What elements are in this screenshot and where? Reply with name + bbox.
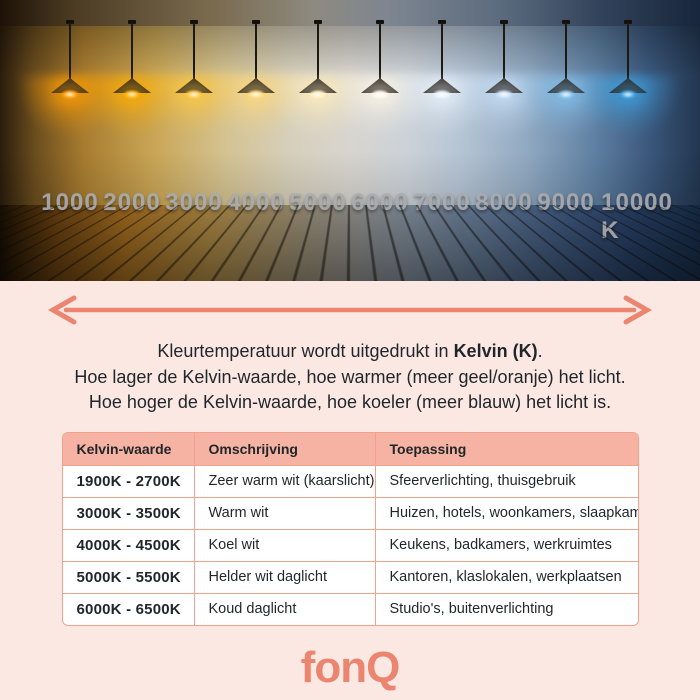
lamps-photo: 1000200030004000500060007000800090001000… [0, 0, 700, 281]
info-section: Kleurtemperatuur wordt uitgedrukt in Kel… [0, 281, 700, 700]
lamp-mount [190, 20, 198, 24]
description-cell: Warm wit [193, 497, 375, 529]
lamp-shade-icon [547, 78, 585, 93]
lamp-mount [624, 20, 632, 24]
intro-line-2: Hoe lager de Kelvin-waarde, hoe warmer (… [74, 366, 626, 387]
lamp-bulb [245, 89, 267, 100]
lamp-shade-icon [299, 78, 337, 93]
application-cell: Sfeerverlichting, thuisgebruik [374, 465, 638, 497]
lamp-shade-icon [237, 78, 275, 93]
intro-text: Kleurtemperatuur wordt uitgedrukt in Kel… [0, 339, 700, 416]
intro-line1-suffix: . [537, 341, 543, 361]
application-cell: Huizen, hotels, woonkamers, slaapkamers [374, 497, 638, 529]
lamp-cord [69, 23, 71, 79]
double-arrow-icon [47, 295, 653, 325]
lamp-cord [503, 23, 505, 79]
kelvin-range-cell: 3000K - 3500K [76, 504, 181, 522]
lamp-cord [131, 23, 133, 79]
wood-floor [0, 205, 700, 281]
lamp-cord [627, 23, 629, 79]
lamp-bulb [493, 89, 515, 100]
lamp-shade-icon [423, 78, 461, 93]
table-row: 1900K - 2700K Zeer warm wit (kaarslicht) S… [62, 464, 638, 497]
lamp-mount [128, 20, 136, 24]
lamp-bulb [307, 89, 329, 100]
lamp-mount [562, 20, 570, 24]
table-row: 6000K - 6500K Koud daglicht Studio's, buit… [62, 592, 638, 625]
intro-line1-bold: Kelvin (K) [453, 341, 538, 361]
lamp-mount [376, 20, 384, 24]
application-cell: Kantoren, klaslokalen, werkplaatsen [374, 561, 638, 593]
description-cell: Koud daglicht [193, 593, 375, 625]
lamp-bulb [59, 89, 81, 100]
ceiling [0, 0, 700, 26]
lamp-mount [500, 20, 508, 24]
kelvin-range-cell: 6000K - 6500K [76, 600, 181, 618]
lamp-bulb [555, 89, 577, 100]
lamp-cord [193, 23, 195, 79]
lamp-shade-icon [609, 78, 647, 93]
lamp-bulb [121, 89, 143, 100]
description-cell: Zeer warm wit (kaarslicht) [193, 465, 375, 497]
kelvin-table: Kelvin-waarde Omschrijving Toepassing 1900K… [61, 431, 639, 626]
lamp-bulb [431, 89, 453, 100]
intro-line1-prefix: Kleurtemperatuur wordt uitgedrukt in [157, 341, 454, 361]
table-row: 3000K - 3500K Warm wit Huizen, hotels, woo… [62, 496, 638, 529]
lamp-mount [314, 20, 322, 24]
kelvin-range-cell: 4000K - 4500K [76, 536, 181, 554]
application-cell: Studio's, buitenverlichting [374, 593, 638, 625]
lamp-bulb [369, 89, 391, 100]
lamp-glows [0, 0, 700, 281]
lamp-cord [317, 23, 319, 79]
lamp-cord [565, 23, 567, 79]
lamp-cord [379, 23, 381, 79]
temperature-range-arrow [44, 281, 656, 331]
table-row: 5000K - 5500K Helder wit daglicht Kantoren… [62, 560, 638, 593]
fonq-logo: fonQ [300, 642, 401, 692]
lamp-mount [66, 20, 74, 24]
column-header: Omschrijving [193, 432, 375, 465]
lamp-shade-icon [485, 78, 523, 93]
lamp-shade-icon [51, 78, 89, 93]
description-cell: Koel wit [193, 529, 375, 561]
lamp-mount [438, 20, 446, 24]
lamp-cord [441, 23, 443, 79]
application-cell: Keukens, badkamers, werkruimtes [374, 529, 638, 561]
column-header: Kelvin-waarde [62, 432, 194, 465]
pendant-lamps [0, 0, 700, 281]
lamp-cord [255, 23, 257, 79]
lamp-mount [252, 20, 260, 24]
intro-line-1: Kleurtemperatuur wordt uitgedrukt in Kel… [0, 339, 700, 365]
lamp-bulb [617, 89, 639, 100]
table-header-row: Kelvin-waarde Omschrijving Toepassing [62, 432, 638, 465]
lamp-shade-icon [361, 78, 399, 93]
lamp-bulb [183, 89, 205, 100]
lamp-shade-icon [175, 78, 213, 93]
description-cell: Helder wit daglicht [193, 561, 375, 593]
intro-line-3: Hoe hoger de Kelvin-waarde, hoe koeler (… [88, 392, 612, 412]
column-header: Toepassing [374, 432, 638, 465]
table-row: 4000K - 4500K Koel wit Keukens, badkamers,… [62, 528, 638, 561]
kelvin-range-cell: 1900K - 2700K [76, 472, 181, 490]
kelvin-range-cell: 5000K - 5500K [76, 568, 181, 586]
lamp-shade-icon [113, 78, 151, 93]
